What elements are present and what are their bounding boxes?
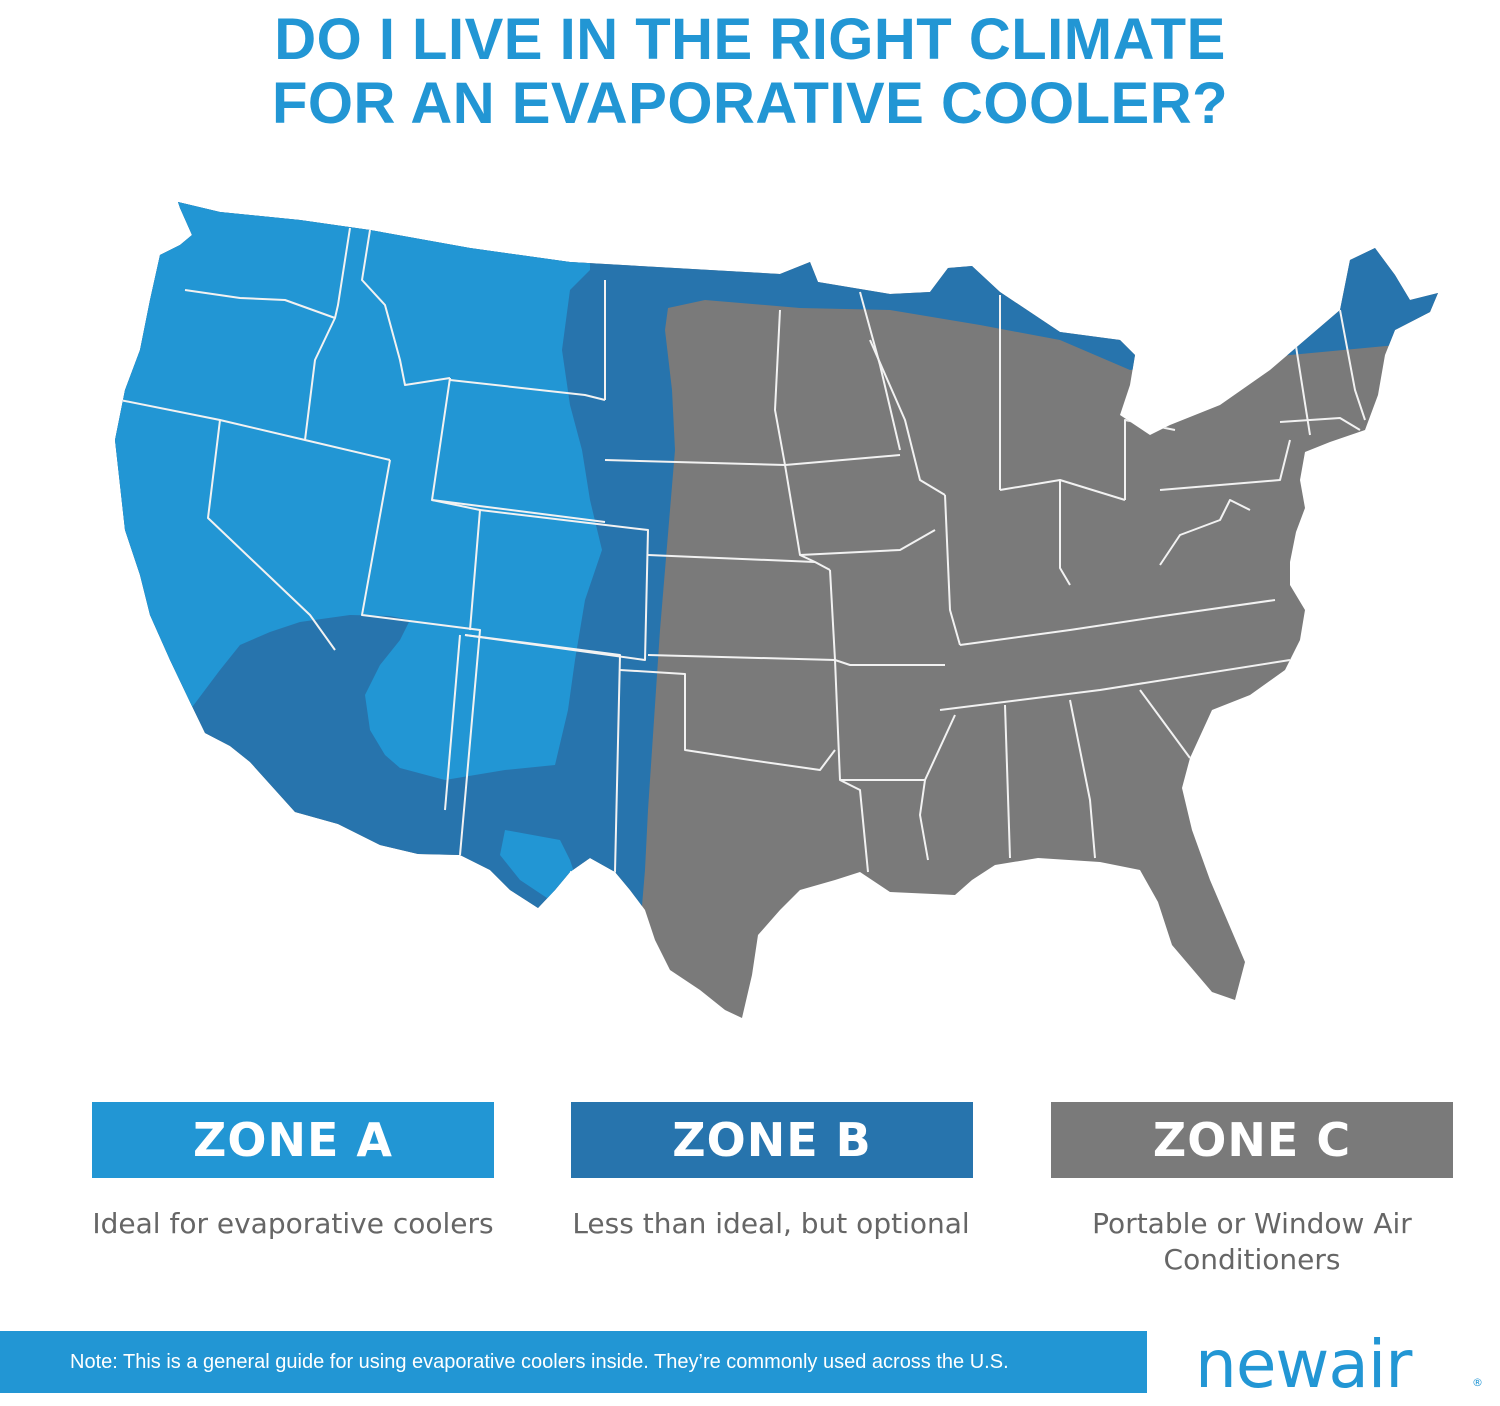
zone-b-badge: ZONE B (571, 1102, 973, 1178)
title-line-1: DO I LIVE IN THE RIGHT CLIMATE (274, 7, 1226, 72)
zone-c-description: Portable or Window Air Conditioners (1092, 1207, 1412, 1276)
registered-mark: ® (1472, 1376, 1483, 1389)
title-line-2: FOR AN EVAPORATIVE COOLER? (271, 71, 1229, 136)
zone-a-badge: ZONE A (92, 1102, 494, 1178)
zone-c-badge: ZONE C (1051, 1102, 1453, 1178)
zone-b-description: Less than ideal, but optional (572, 1207, 970, 1240)
logo-wordmark: newair (1195, 1326, 1412, 1403)
note-banner: Note: This is a general guide for using … (0, 1331, 1147, 1393)
newair-logo: newair ® (1195, 1330, 1485, 1400)
page-title: DO I LIVE IN THE RIGHT CLIMATE FOR AN EV… (0, 8, 1500, 136)
us-climate-zone-map (115, 202, 1438, 1018)
note-text: Note: This is a general guide for using … (70, 1351, 1009, 1373)
zone-a-description: Ideal for evaporative coolers (92, 1207, 494, 1240)
